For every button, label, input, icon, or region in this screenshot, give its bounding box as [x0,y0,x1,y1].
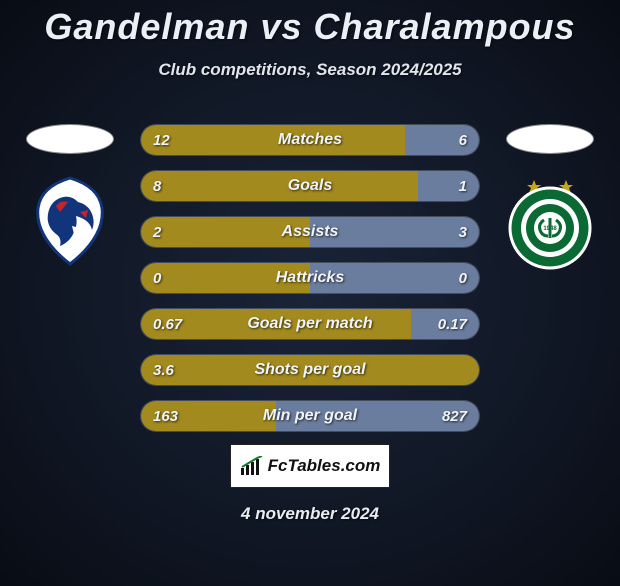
stat-bar: Min per goal163 827 [140,400,480,432]
stat-label: Matches [141,131,479,149]
stat-left-value: 2 [153,224,161,241]
stat-left-value: 163 [153,408,178,425]
stat-left-value: 0.67 [153,316,182,333]
stat-right-value: 3 [459,224,467,241]
stat-right-value: 1 [459,178,467,195]
stat-bar: Goals per match0.67 0.17 [140,308,480,340]
left-flag-ellipse [26,124,114,154]
stats-container: Matches12 6 Goals8 1 Assists2 3 Hattricks0 0 Goa… [140,124,480,432]
subtitle: Club competitions, Season 2024/2025 [0,60,620,80]
stat-label: Assists [141,223,479,241]
stat-right-value: 0 [459,270,467,287]
stat-bar: Assists2 3 [140,216,480,248]
svg-text:1948: 1948 [543,226,557,232]
brand-text: FcTables.com [268,456,381,476]
stat-left-value: 0 [153,270,161,287]
brand-badge: FcTables.com [230,444,390,488]
stat-right-value: 6 [459,132,467,149]
right-club-logo: 1948 [500,172,600,272]
stat-label: Shots per goal [141,361,479,379]
stat-left-value: 3.6 [153,362,174,379]
right-flag-ellipse [506,124,594,154]
stat-label: Min per goal [141,407,479,425]
brand-chart-icon [240,456,264,476]
stat-label: Goals [141,177,479,195]
stat-right-value: 0.17 [438,316,467,333]
stat-label: Goals per match [141,315,479,333]
stat-left-value: 8 [153,178,161,195]
stat-left-value: 12 [153,132,170,149]
stat-label: Hattricks [141,269,479,287]
stat-bar: Hattricks0 0 [140,262,480,294]
left-club-logo [20,172,120,272]
page-title: Gandelman vs Charalampous [0,6,620,48]
right-player-column: 1948 [494,124,606,272]
stat-bar: Matches12 6 [140,124,480,156]
stat-bar: Goals8 1 [140,170,480,202]
stat-right-value: 827 [442,408,467,425]
stat-bar: Shots per goal3.6 [140,354,480,386]
left-player-column [14,124,126,272]
date-text: 4 november 2024 [0,504,620,524]
